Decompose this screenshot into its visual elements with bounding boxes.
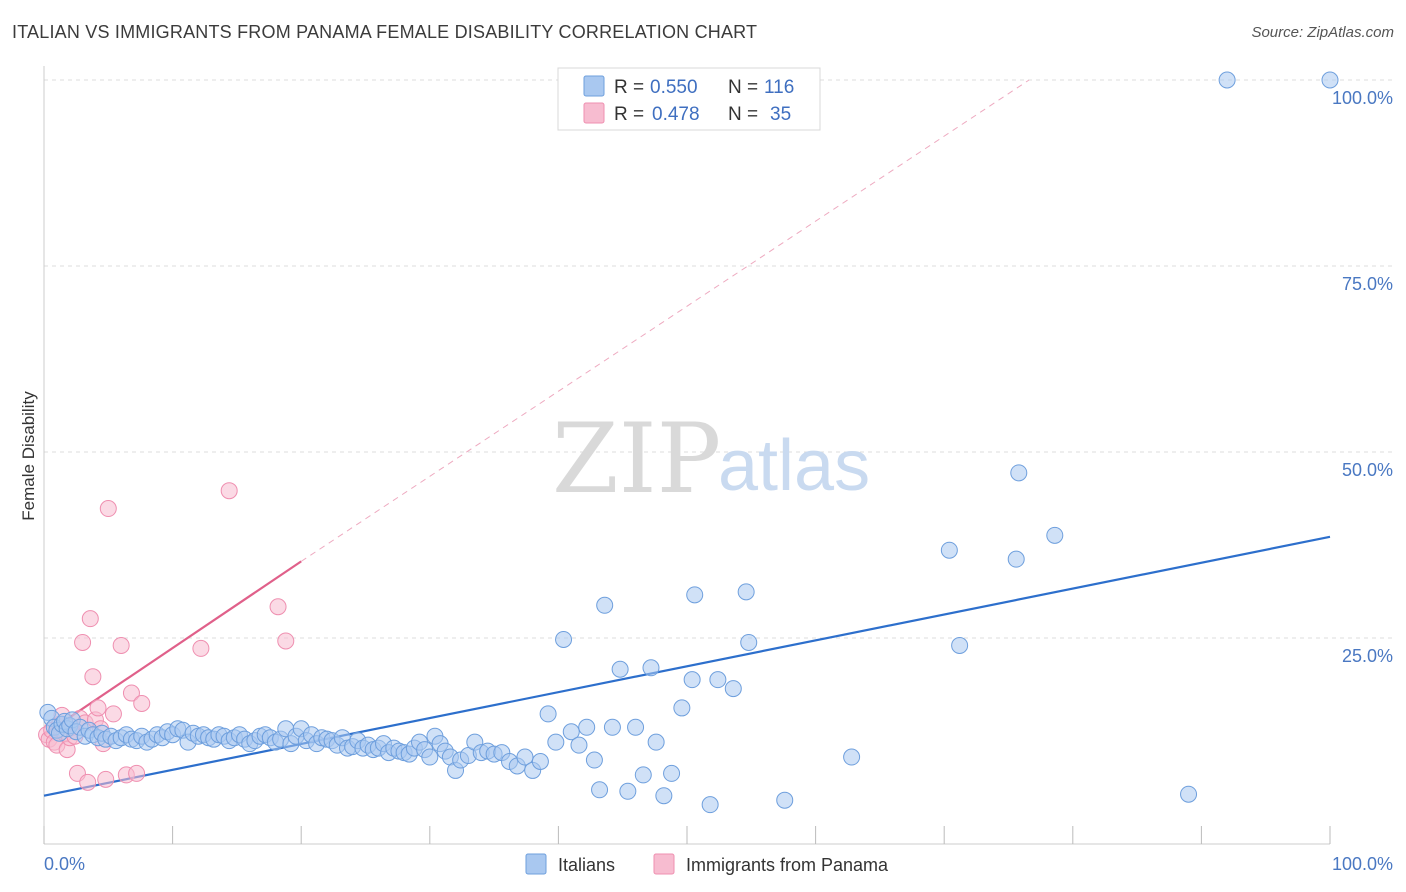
bottom-legend-label-panama: Immigrants from Panama: [686, 855, 889, 875]
y-axis-title: Female Disability: [19, 391, 38, 521]
x-tick-label-1: 100.0%: [1332, 854, 1393, 874]
panama-trend-line: [43, 560, 302, 736]
italians-points: [39, 71, 1339, 814]
italians-point-119: [701, 796, 719, 814]
italians-point-112: [642, 659, 660, 677]
watermark-zip: ZIP: [552, 403, 721, 515]
panama-point-31: [192, 639, 210, 657]
italians-point-129: [1010, 464, 1028, 482]
panama-point-29: [128, 764, 146, 782]
panama-point-30: [133, 694, 151, 712]
italians-point-128: [1007, 550, 1025, 568]
legend-n-label-panama: N =: [728, 104, 758, 125]
italians-point-99: [547, 733, 565, 751]
bottom-legend-swatch-italians: [525, 853, 547, 875]
italians-point-133: [1321, 71, 1339, 89]
italians-point-117: [683, 671, 701, 689]
italians-point-106: [596, 596, 614, 614]
y-tick-label-1: 50.0%: [1342, 460, 1393, 480]
bottom-legend-swatch-panama: [653, 853, 675, 875]
italians-point-100: [555, 630, 573, 648]
italians-trend-line: [43, 535, 1331, 797]
panama-point-34: [277, 632, 295, 650]
panama-point-32: [220, 482, 238, 500]
legend-n-label-italians: N =: [728, 77, 758, 98]
legend-swatch-italians: [583, 75, 605, 97]
italians-point-105: [591, 781, 609, 799]
y-tick-label-2: 75.0%: [1342, 274, 1393, 294]
italians-point-124: [776, 791, 794, 809]
italians-point-114: [655, 787, 673, 805]
italians-point-125: [843, 748, 861, 766]
panama-point-16: [79, 773, 97, 791]
legend-swatch-panama: [583, 102, 605, 124]
legend-n-value-italians: 116: [764, 77, 794, 98]
panama-point-18: [84, 668, 102, 686]
panama-point-33: [269, 598, 287, 616]
panama-point-17: [81, 610, 99, 628]
italians-point-108: [611, 660, 629, 678]
panama-point-26: [112, 636, 130, 654]
bottom-legend-label-italians: Italians: [558, 855, 615, 875]
italians-point-132: [1218, 71, 1236, 89]
italians-point-103: [578, 718, 596, 736]
panama-point-28: [122, 684, 140, 702]
trend-lines: [43, 79, 1331, 797]
legend-r-label-panama: R =: [614, 104, 644, 125]
grid-lines: [44, 79, 1392, 639]
y-tick-labels: 25.0% 50.0% 75.0% 100.0%: [1332, 88, 1393, 666]
italians-point-95: [516, 748, 534, 766]
italians-point-123: [740, 633, 758, 651]
panama-point-23: [97, 770, 115, 788]
top-legend: R = 0.550 N = 116 R = 0.478 N = 35: [557, 67, 821, 131]
italians-point-126: [940, 541, 958, 559]
italians-point-111: [634, 766, 652, 784]
legend-r-label-italians: R =: [614, 77, 644, 98]
italians-point-98: [539, 705, 557, 723]
italians-point-80: [421, 748, 439, 766]
italians-point-120: [709, 671, 727, 689]
chart-title: ITALIAN VS IMMIGRANTS FROM PANAMA FEMALE…: [12, 22, 758, 42]
italians-point-116: [673, 699, 691, 717]
italians-point-130: [1046, 526, 1064, 544]
y-tick-label-3: 100.0%: [1332, 88, 1393, 108]
italians-point-113: [647, 733, 665, 751]
bottom-legend: Italians Immigrants from Panama: [525, 853, 889, 875]
watermark-atlas: atlas: [718, 426, 870, 506]
x-tick-label-0: 0.0%: [44, 854, 85, 874]
italians-point-101: [562, 723, 580, 741]
panama-point-24: [99, 500, 117, 518]
italians-point-97: [531, 753, 549, 771]
panama-point-25: [104, 705, 122, 723]
source-label: Source: ZipAtlas.com: [1251, 24, 1394, 41]
legend-n-value-panama: 35: [770, 104, 791, 125]
watermark: ZIP atlas: [552, 403, 870, 515]
italians-point-102: [570, 736, 588, 754]
panama-trend-extension: [300, 79, 1030, 562]
italians-point-131: [1180, 785, 1198, 803]
italians-point-118: [686, 586, 704, 604]
italians-point-127: [951, 636, 969, 654]
italians-point-122: [737, 583, 755, 601]
legend-r-value-panama: 0.478: [652, 104, 700, 125]
panama-point-20: [89, 699, 107, 717]
italians-point-121: [724, 680, 742, 698]
panama-point-14: [74, 633, 92, 651]
y-tick-label-0: 25.0%: [1342, 646, 1393, 666]
italians-point-115: [663, 764, 681, 782]
italians-point-107: [603, 718, 621, 736]
legend-r-value-italians: 0.550: [650, 77, 698, 98]
italians-point-104: [585, 751, 603, 769]
x-tick-labels: 0.0% 100.0%: [44, 854, 1393, 874]
italians-point-109: [619, 782, 637, 800]
italians-point-110: [627, 718, 645, 736]
